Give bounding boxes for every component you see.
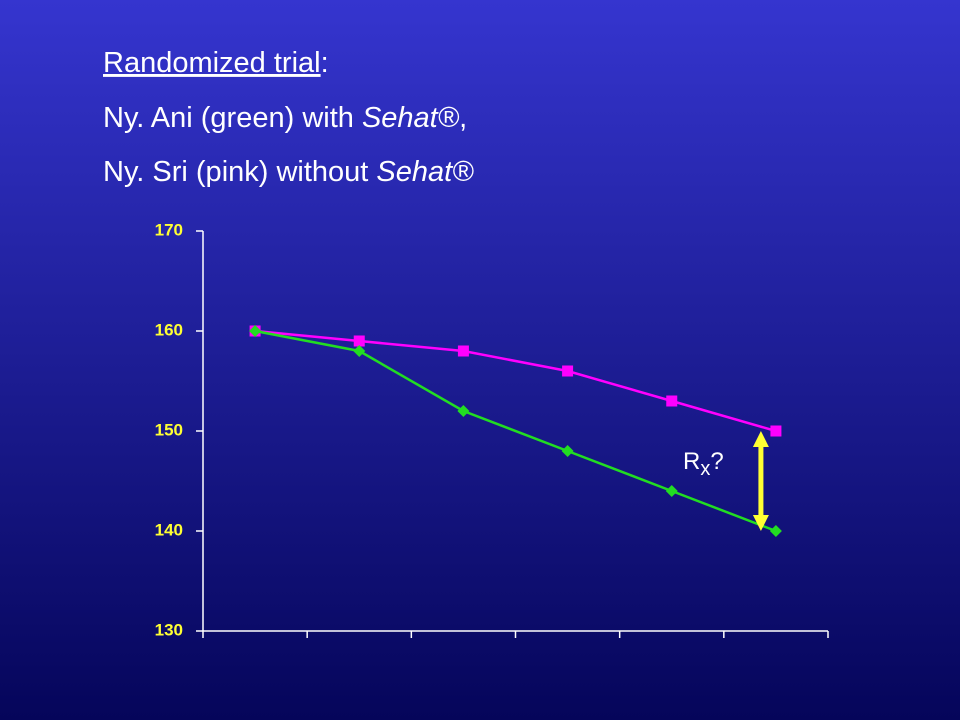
series-line (254, 329, 777, 433)
annotation: Rx? (683, 448, 724, 480)
arrow-head (752, 431, 769, 447)
plot: 130 140 150 160 170 Rx? (155, 220, 829, 639)
title-part: : (321, 47, 329, 79)
marker (665, 485, 678, 497)
title-part: Randomized trial (103, 47, 321, 79)
title-part: Ny. Sri (pink) without (103, 156, 376, 188)
arrow-head (752, 515, 769, 531)
annotation-part: x (700, 458, 710, 480)
y-tick-label: 160 (155, 320, 183, 339)
y-tick-label: 150 (155, 420, 183, 439)
marker (457, 405, 470, 417)
series-line (254, 329, 777, 533)
annotation-part: R (683, 448, 700, 475)
title-part: Ny. Ani (green) with (103, 102, 362, 134)
title-part: Sehat® (376, 156, 474, 188)
marker (457, 345, 469, 357)
marker (561, 445, 574, 457)
marker (353, 345, 366, 357)
marker (249, 325, 262, 337)
title-part: , (459, 102, 467, 134)
marker (770, 425, 782, 437)
y-tick-label: 140 (155, 520, 183, 539)
marker (769, 525, 782, 537)
y-tick-label: 130 (155, 620, 183, 639)
title-part: Sehat® (362, 102, 460, 134)
title-line: Randomized trial: (103, 47, 329, 79)
marker (353, 335, 365, 347)
title-line: Ny. Ani (green) with Sehat®, (103, 102, 467, 134)
y-tick-label: 170 (155, 220, 183, 239)
annotation-part: ? (710, 448, 723, 475)
marker (562, 365, 574, 377)
title-line: Ny. Sri (pink) without Sehat® (103, 156, 474, 188)
marker (666, 395, 678, 407)
